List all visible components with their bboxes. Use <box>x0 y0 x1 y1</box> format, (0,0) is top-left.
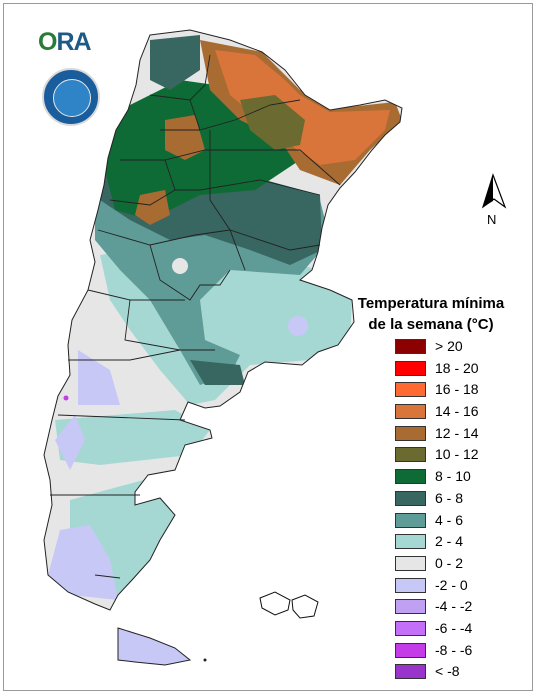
province-borders <box>50 54 341 579</box>
legend-swatch <box>395 620 426 636</box>
legend-label: 14 - 16 <box>435 403 479 420</box>
legend-swatch <box>395 534 426 550</box>
legend-label: 6 - 8 <box>435 489 464 506</box>
smn-seal-logo <box>42 68 100 126</box>
seal-inner-icon <box>53 79 91 117</box>
legend-swatch <box>395 599 426 615</box>
legend-swatch <box>395 404 426 420</box>
map-frame <box>3 3 533 691</box>
legend-swatch <box>395 469 426 485</box>
legend-label: -2 - 0 <box>435 576 468 593</box>
legend-title: Temperatura mínima de la semana (°C) <box>336 293 526 335</box>
legend-title-line1: Temperatura mínima <box>357 295 505 312</box>
malvinas-islands <box>259 591 319 619</box>
legend-swatch <box>395 642 426 658</box>
legend-title-line2: de la semana (°C) <box>368 316 494 333</box>
legend-label: 12 - 14 <box>435 424 479 441</box>
legend-label: -4 - -2 <box>435 598 473 615</box>
tierra-del-fuego <box>117 627 192 666</box>
north-label: N <box>487 212 497 227</box>
legend-label: -6 - -4 <box>435 619 473 636</box>
legend-label: > 20 <box>435 338 463 354</box>
legend-swatch <box>395 490 426 506</box>
legend-label: -8 - -6 <box>435 641 473 658</box>
legend-label: 0 - 2 <box>435 554 464 571</box>
country-outline <box>43 29 403 611</box>
legend-label: 18 - 20 <box>435 359 479 376</box>
legend-swatch <box>395 555 426 571</box>
legend-swatch <box>395 577 426 593</box>
north-arrow-icon <box>481 173 507 209</box>
legend-swatch <box>395 339 426 354</box>
legend-swatch <box>395 447 426 463</box>
legend-swatch <box>395 425 426 441</box>
legend-label: 2 - 4 <box>435 533 464 550</box>
isla-de-los-estados <box>203 658 207 662</box>
legend-label: 10 - 12 <box>435 446 479 463</box>
legend-swatch <box>395 382 426 398</box>
legend-swatch <box>395 512 426 528</box>
legend-label: 16 - 18 <box>435 381 479 398</box>
legend-swatch <box>395 664 426 680</box>
legend-label: 4 - 6 <box>435 511 464 528</box>
legend-label: 8 - 10 <box>435 468 471 485</box>
ora-logo: ORA <box>38 28 92 56</box>
legend-swatch <box>395 360 426 376</box>
legend-label: < -8 <box>435 663 460 680</box>
